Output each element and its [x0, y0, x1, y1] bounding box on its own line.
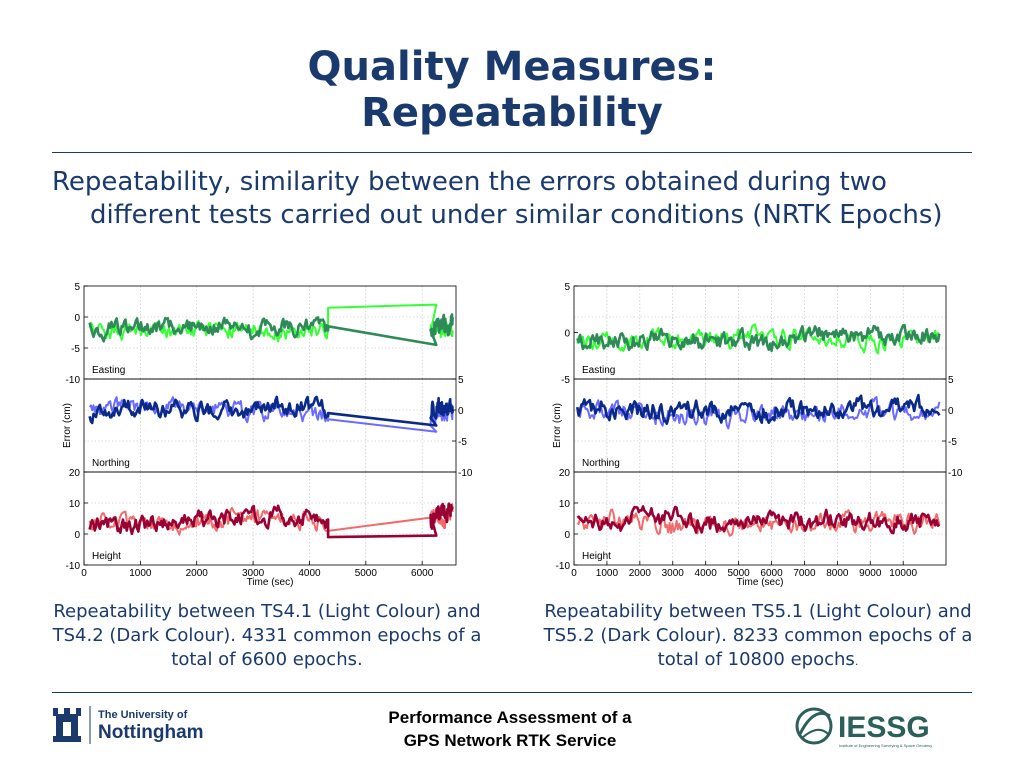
y-tick-label: 20: [559, 468, 571, 479]
y-tick-label: 20: [69, 468, 81, 479]
panel-label-height: Height: [582, 551, 611, 562]
footer-line-1: Performance Assessment of a: [388, 708, 632, 727]
figure-ts5: Easting 5 0 -5 Northing 5 0 -5 -10 Height 20 10 0 -10…: [530, 278, 970, 590]
y-tick-label: -5: [71, 344, 80, 355]
panel-label-northing: Northing: [92, 458, 130, 469]
panel-northing: Northing 5 0 -5 -10: [83, 375, 473, 479]
y-tick-label-right: 0: [948, 406, 954, 417]
y-tick-label-right: 5: [458, 375, 464, 386]
panel-label-easting: Easting: [582, 365, 615, 376]
series-dark-easting: [88, 313, 454, 347]
x-tick-label: 6000: [760, 568, 783, 579]
x-tick-label: 1000: [129, 568, 152, 579]
x-tick-label: 0: [81, 568, 87, 579]
panel-frame: [573, 285, 947, 380]
x-tick-label: 7000: [793, 568, 816, 579]
chart-ts5: Easting50-5Northing50-5-10Height20100-10…: [552, 282, 963, 588]
y-tick-label: -10: [556, 561, 571, 572]
body-paragraph: Repeatability, similarity between the er…: [52, 167, 943, 230]
y-tick-label-right: -5: [458, 437, 467, 448]
title-line-2: Repeatability: [361, 90, 663, 136]
x-axis-label: Time (sec): [737, 577, 784, 588]
title-divider: [52, 152, 972, 153]
iessg-logo: IESSG Institute of Engineering Surveying…: [792, 700, 972, 750]
y-tick-label: 0: [74, 313, 80, 324]
series-light-height: [576, 508, 941, 537]
series-dark-northing: [88, 395, 454, 427]
y-tick-label: -5: [561, 375, 570, 386]
nottingham-logo: The University of Nottingham: [50, 700, 230, 750]
panel-label-northing: Northing: [582, 458, 620, 469]
nottingham-line2: Nottingham: [98, 722, 204, 743]
y-tick-label: -10: [66, 561, 81, 572]
x-tick-label: 3000: [242, 568, 265, 579]
panel-frame: [573, 471, 947, 566]
y-tick-label: 5: [564, 282, 570, 293]
x-axis-label: Time (sec): [247, 577, 294, 588]
y-tick-label: -10: [66, 375, 81, 386]
iessg-sub: Institute of Engineering Surveying & Spa…: [839, 743, 932, 748]
series-dark-easting: [576, 323, 941, 353]
panel-label-height: Height: [92, 551, 121, 562]
y-tick-label-right: -5: [948, 437, 957, 448]
panel-frame: [573, 378, 947, 473]
y-tick-label: 10: [559, 499, 571, 510]
caption-ts5-text: Repeatability between TS5.1 (Light Colou…: [543, 601, 973, 670]
title-line-1: Quality Measures:: [307, 44, 717, 90]
panel-height: Height 20 10 0 -10: [556, 468, 947, 572]
panel-label-easting: Easting: [92, 365, 125, 376]
x-tick-label: 6000: [411, 568, 434, 579]
x-tick-label: 8000: [826, 568, 849, 579]
x-tick-label: 10000: [889, 568, 917, 579]
y-tick-label: 5: [74, 282, 80, 293]
y-tick-label: 0: [564, 329, 570, 340]
x-tick-label: 0: [571, 568, 577, 579]
slide-title: Quality Measures: Repeatability: [0, 44, 1024, 136]
nottingham-line1: The University of: [98, 709, 188, 721]
x-tick-label: 9000: [859, 568, 882, 579]
y-tick-label-right: 5: [948, 375, 954, 386]
panel-northing: Northing 5 0 -5 -10: [573, 375, 963, 479]
panel-frame: [83, 471, 457, 566]
y-tick-label-right: -10: [948, 468, 963, 479]
x-tick-label: 4000: [298, 568, 321, 579]
panel-easting: Easting 5 0 -5 -10: [66, 282, 457, 386]
caption-ts5-period: .: [854, 655, 859, 668]
y-tick-label-right: 0: [458, 406, 464, 417]
panel-easting: Easting 5 0 -5: [561, 282, 947, 386]
y-tick-label: 10: [69, 499, 81, 510]
x-tick-label: 3000: [662, 568, 685, 579]
y-tick-label: 0: [564, 530, 570, 541]
x-tick-label: 5000: [355, 568, 378, 579]
series-dark-height: [576, 505, 941, 535]
panel-height: Height 20 10 0 -10: [66, 468, 457, 572]
caption-ts4: Repeatability between TS4.1 (Light Colou…: [52, 601, 482, 670]
series-dark-northing: [576, 393, 941, 425]
y-axis-label: Error (cm): [552, 403, 563, 448]
x-tick-label: 2000: [629, 568, 652, 579]
panel-frame: [83, 378, 457, 473]
caption-ts5: Repeatability between TS5.1 (Light Colou…: [532, 600, 984, 674]
y-tick-label: 0: [74, 530, 80, 541]
y-axis-label: Error (cm): [62, 403, 73, 448]
series-light-easting: [88, 303, 454, 343]
series-dark-height: [88, 502, 454, 539]
figure-ts4: Easting 5 0 -5 -10 Northing 5 0 -5 -10 Height 20 10 0…: [40, 278, 480, 590]
footer-title: Performance Assessment of a GPS Network …: [330, 706, 690, 752]
y-tick-label-right: -10: [458, 468, 473, 479]
iessg-name: IESSG: [838, 711, 930, 744]
chart-ts4: Easting50-5-10Northing50-5-10Height20100…: [62, 282, 473, 588]
x-tick-label: 4000: [695, 568, 718, 579]
footer-line-2: GPS Network RTK Service: [403, 731, 617, 750]
x-tick-label: 2000: [186, 568, 209, 579]
nottingham-crest-icon: The University of Nottingham: [53, 706, 204, 744]
footer-divider: [52, 692, 972, 693]
x-tick-label: 1000: [596, 568, 619, 579]
x-tick-label: 5000: [727, 568, 750, 579]
iessg-globe-icon: IESSG Institute of Engineering Surveying…: [795, 707, 932, 748]
